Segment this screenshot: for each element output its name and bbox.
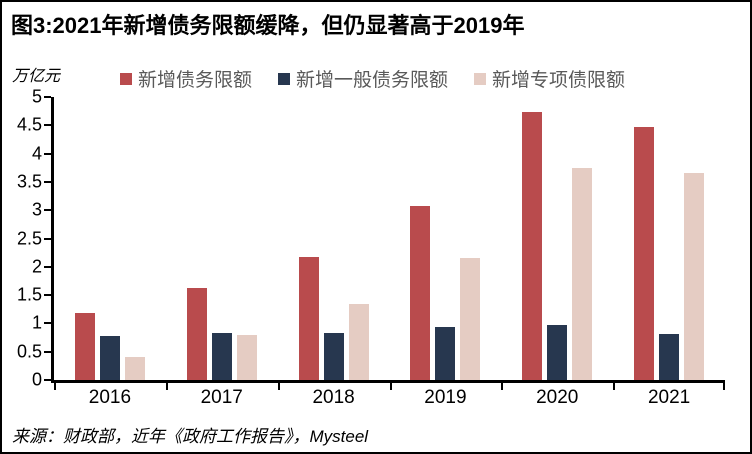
legend-swatch-icon [120, 72, 132, 85]
y-tick [44, 237, 51, 240]
x-tick [501, 383, 504, 390]
y-tick [44, 152, 51, 155]
source-note: 来源：财政部，近年《政府工作报告》，Mysteel [12, 427, 369, 446]
y-axis-unit-label: 万亿元 [12, 68, 61, 85]
chart-title: 图3:2021年新增债务限额缓降，但仍显著高于2019年 [11, 13, 525, 38]
legend-item-0: 新增债务限额 [120, 65, 252, 92]
x-tick [723, 383, 725, 390]
y-tick [44, 124, 51, 127]
y-tick-label: 0.5 [16, 341, 42, 362]
x-tick [277, 383, 280, 390]
y-tick-label: 3 [31, 199, 42, 220]
y-tick [44, 294, 51, 297]
legend-label: 新增债务限额 [138, 70, 253, 91]
y-tick [44, 209, 51, 212]
bar-2018-s0 [298, 256, 319, 380]
y-tick [44, 350, 51, 353]
x-axis-label: 2018 [312, 387, 355, 408]
y-tick-label: 1 [31, 312, 42, 333]
x-axis-label: 2020 [536, 387, 579, 408]
y-tick-label: 2 [31, 256, 42, 277]
bar-2016-s1 [99, 335, 120, 380]
legend-item-2: 新增专项债限额 [474, 65, 625, 92]
x-axis-label: 2017 [200, 387, 243, 408]
y-tick [44, 322, 51, 325]
legend-label: 新增专项债限额 [492, 70, 626, 91]
legend-swatch-icon [278, 72, 291, 85]
x-tick [165, 383, 168, 390]
y-tick-label: 4.5 [16, 114, 42, 135]
bar-2021-s1 [659, 333, 680, 380]
x-axis-label: 2016 [88, 387, 132, 408]
y-tick-label: 3.5 [16, 171, 42, 192]
y-tick [44, 180, 51, 183]
x-axis-label: 2021 [647, 387, 691, 408]
y-tick-label: 5 [31, 86, 42, 107]
y-tick-label: 0 [31, 369, 42, 390]
y-tick-label: 1.5 [16, 284, 42, 305]
bar-group-2017 [166, 97, 278, 380]
bar-2020-s2 [572, 167, 593, 380]
legend-item-1: 新增一般债务限额 [278, 65, 448, 92]
bar-2017-s1 [211, 333, 232, 380]
x-tick [389, 383, 392, 390]
bar-group-2020 [501, 97, 613, 380]
x-axis-label: 2019 [424, 387, 467, 408]
bar-2018-s1 [323, 333, 344, 380]
bar-2019-s1 [435, 327, 456, 380]
bar-group-2016 [54, 97, 166, 380]
y-tick-label: 2.5 [16, 228, 42, 248]
y-tick [44, 379, 51, 381]
bar-2021-s0 [634, 127, 655, 380]
bar-2020-s0 [522, 112, 543, 380]
x-tick [613, 383, 616, 390]
bar-2021-s2 [684, 173, 705, 380]
bar-2016-s2 [124, 357, 145, 380]
bar-2018-s2 [348, 303, 369, 380]
y-tick [44, 96, 51, 98]
y-tick-label: 4 [31, 143, 42, 164]
bar-2019-s2 [460, 258, 481, 380]
bar-2019-s0 [410, 205, 431, 380]
bar-2017-s0 [186, 287, 207, 380]
legend-label: 新增一般债务限额 [296, 70, 449, 91]
bar-group-2019 [390, 97, 502, 380]
bar-group-2018 [278, 97, 390, 380]
bar-group-2021 [613, 97, 725, 380]
plot-area: 5 4.5 4 3.5 3 2.5 2 1.5 1 0.5 0 2016 2017 2018 2019 202… [17, 87, 725, 408]
bar-2016-s0 [74, 313, 95, 380]
chart-legend: 新增债务限额 新增一般债务限额 新增专项债限额 [120, 65, 625, 92]
legend-swatch-icon [474, 72, 487, 85]
bar-2017-s2 [236, 334, 257, 380]
bar-2020-s1 [547, 324, 568, 380]
y-tick [44, 265, 51, 268]
x-tick [54, 383, 56, 390]
